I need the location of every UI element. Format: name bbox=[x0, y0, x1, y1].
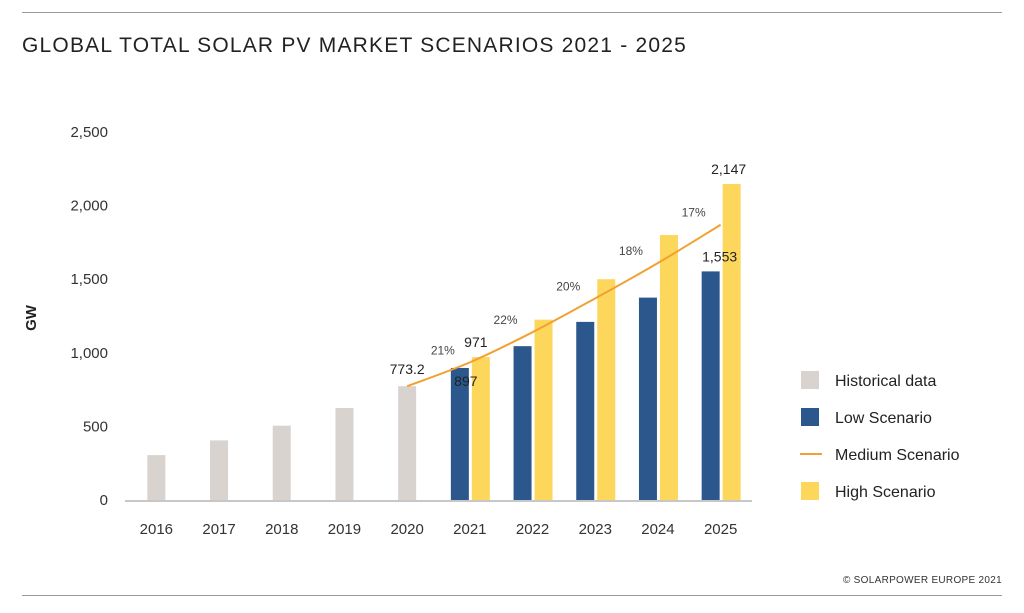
bar-high-scenario bbox=[471, 357, 490, 500]
top-rule bbox=[22, 12, 1002, 13]
bar-high-scenario bbox=[722, 183, 741, 500]
growth-percentage-label: 21% bbox=[431, 343, 455, 357]
bar-low-scenario bbox=[576, 321, 595, 500]
legend-historical-label: Historical data bbox=[835, 373, 936, 390]
x-tick-label: 2024 bbox=[641, 521, 674, 538]
bar-low-scenario bbox=[701, 271, 720, 500]
y-tick-label: 0 bbox=[100, 492, 108, 509]
bar-high-scenario bbox=[597, 279, 616, 500]
legend-low-label: Low Scenario bbox=[835, 410, 932, 427]
bar-historical bbox=[147, 455, 166, 500]
growth-percentage-label: 22% bbox=[494, 313, 518, 327]
x-tick-label: 2018 bbox=[265, 521, 298, 538]
line-medium-scenario bbox=[406, 223, 722, 388]
bar-low-scenario bbox=[450, 367, 469, 500]
legend-historical-swatch bbox=[801, 371, 819, 389]
x-tick-label: 2016 bbox=[140, 521, 173, 538]
x-tick-label: 2023 bbox=[579, 521, 612, 538]
y-tick-label: 500 bbox=[83, 418, 108, 435]
data-label: 2,147 bbox=[711, 161, 746, 177]
x-tick-label: 2017 bbox=[202, 521, 235, 538]
bar-high-scenario bbox=[659, 235, 678, 501]
legend-high-swatch bbox=[801, 482, 819, 500]
data-label: 1,553 bbox=[702, 248, 737, 264]
bar-historical bbox=[335, 408, 354, 500]
legend-low-swatch bbox=[801, 408, 819, 426]
growth-percentage-label: 18% bbox=[619, 244, 643, 258]
bar-low-scenario bbox=[513, 346, 532, 500]
data-label: 897 bbox=[454, 373, 478, 389]
legend-high-label: High Scenario bbox=[835, 484, 936, 501]
growth-percentage-label: 17% bbox=[682, 206, 706, 220]
bar-high-scenario bbox=[534, 319, 553, 500]
bar-low-scenario bbox=[638, 297, 657, 500]
y-tick-label: 1,000 bbox=[70, 345, 108, 362]
chart-title: GLOBAL TOTAL SOLAR PV MARKET SCENARIOS 2… bbox=[22, 34, 687, 57]
y-tick-label: 2,000 bbox=[70, 198, 108, 215]
growth-percentage-label: 20% bbox=[556, 279, 580, 293]
bar-historical bbox=[210, 440, 229, 500]
copyright-footer: © SOLARPOWER EUROPE 2021 bbox=[842, 575, 1002, 586]
bar-historical bbox=[272, 425, 291, 500]
x-tick-label: 2025 bbox=[704, 521, 737, 538]
x-tick-label: 2019 bbox=[328, 521, 361, 538]
x-tick-label: 2022 bbox=[516, 521, 549, 538]
bar-historical bbox=[398, 386, 417, 500]
x-tick-label: 2021 bbox=[453, 521, 486, 538]
data-label: 773.2 bbox=[390, 361, 425, 377]
legend-medium-label: Medium Scenario bbox=[835, 447, 960, 464]
data-label: 971 bbox=[464, 334, 488, 350]
y-axis-label: GW bbox=[23, 304, 40, 331]
y-tick-label: 1,500 bbox=[70, 271, 108, 288]
y-tick-label: 2,500 bbox=[70, 124, 108, 141]
x-tick-label: 2020 bbox=[390, 521, 423, 538]
bottom-rule bbox=[22, 595, 1002, 596]
